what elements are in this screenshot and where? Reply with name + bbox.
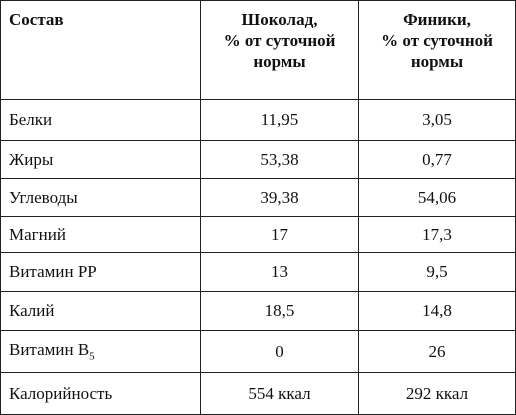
subscript: 5: [89, 350, 95, 363]
table-cell: 554 ккал: [200, 372, 359, 415]
table-row: Витамин B5 0 26: [0, 330, 516, 373]
table-cell: 13: [200, 252, 359, 292]
table-cell: Углеводы: [0, 178, 201, 217]
table-body: Белки 11,95 3,05 Жиры 53,38 0,77 Углеводы 39,38…: [0, 99, 516, 415]
table-cell: 17,3: [358, 216, 516, 253]
table-cell: 39,38: [200, 178, 359, 217]
table-row: Белки 11,95 3,05: [0, 99, 516, 141]
header-cell: Финики, % от суточной нормы: [358, 0, 516, 100]
table-cell: Белки: [0, 99, 201, 141]
table-cell: 14,8: [358, 291, 516, 331]
table-cell: 53,38: [200, 140, 359, 179]
cell-text: Витамин B: [9, 340, 90, 360]
table-cell: 0: [200, 330, 359, 373]
table-cell: 18,5: [200, 291, 359, 331]
table-cell: 3,05: [358, 99, 516, 141]
table-cell: 0,77: [358, 140, 516, 179]
table-cell: Жиры: [0, 140, 201, 179]
header-cell: Состав: [0, 0, 201, 100]
header-row: Состав Шоколад, % от суточной нормы Фини…: [0, 0, 516, 100]
table-cell: Калорийность: [0, 372, 201, 415]
table-cell: 292 ккал: [358, 372, 516, 415]
table-row: Жиры 53,38 0,77: [0, 140, 516, 179]
table-row: Калорийность 554 ккал 292 ккал: [0, 372, 516, 415]
table-cell: 17: [200, 216, 359, 253]
table-cell: Калий: [0, 291, 201, 331]
table-row: Витамин PP 13 9,5: [0, 252, 516, 292]
table-cell: 26: [358, 330, 516, 373]
header-cell: Шоколад, % от суточной нормы: [200, 0, 359, 100]
table-cell: 54,06: [358, 178, 516, 217]
table-row: Калий 18,5 14,8: [0, 291, 516, 331]
table-cell: 9,5: [358, 252, 516, 292]
table-row: Углеводы 39,38 54,06: [0, 178, 516, 217]
table-cell: Витамин PP: [0, 252, 201, 292]
table-cell: 11,95: [200, 99, 359, 141]
table-row: Магний 17 17,3: [0, 216, 516, 253]
table-cell: Витамин B5: [0, 330, 201, 373]
table-cell: Магний: [0, 216, 201, 253]
